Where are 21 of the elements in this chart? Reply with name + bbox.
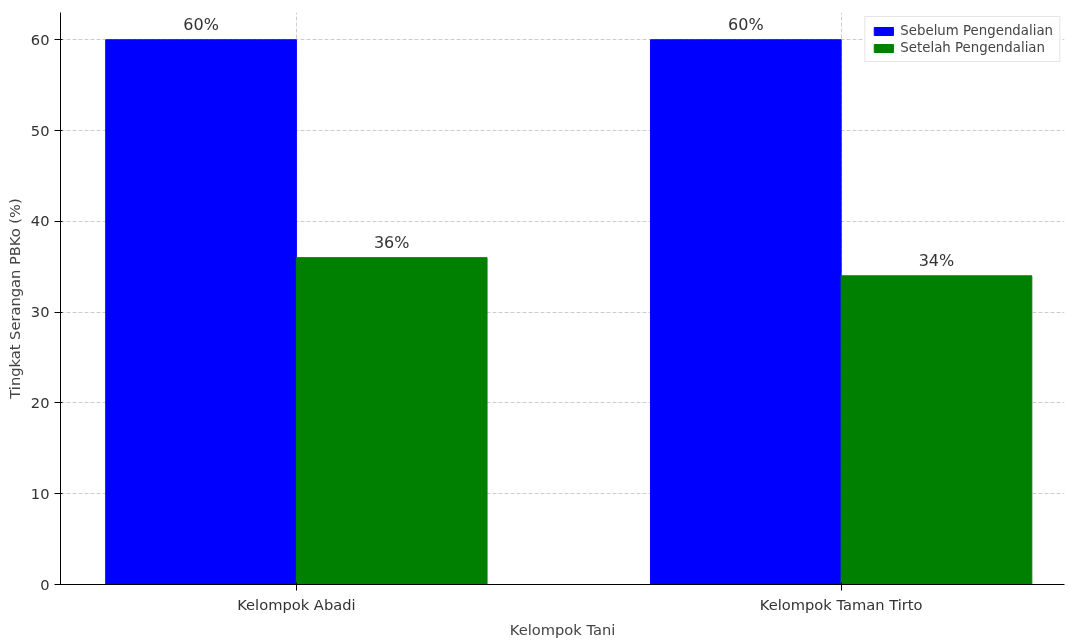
bar — [295, 257, 488, 585]
y-axis-title: Tingkat Serangan PBKo (%) — [5, 198, 23, 400]
y-tick-label: 40 — [30, 212, 50, 230]
data-label: 60% — [183, 14, 219, 34]
bar — [840, 275, 1033, 585]
x-tick-label: Kelompok Taman Tirto — [759, 595, 923, 613]
bar — [649, 39, 842, 585]
y-tick-label: 20 — [30, 393, 50, 411]
data-label: 60% — [728, 14, 764, 34]
x-axis-title: Kelompok Tani — [509, 620, 616, 638]
bar — [105, 39, 297, 585]
legend-label: Setelah Pengendalian — [900, 40, 1045, 55]
legend-label: Sebelum Pengendalian — [900, 23, 1053, 38]
x-tick-label: Kelompok Abadi — [237, 595, 356, 613]
y-tick-label: 30 — [30, 303, 50, 321]
data-label: 34% — [918, 250, 955, 270]
data-label: 36% — [373, 232, 410, 252]
y-tick-label: 10 — [30, 484, 50, 502]
y-tick-label: 0 — [40, 575, 50, 593]
y-tick-label: 50 — [30, 121, 50, 139]
y-tick-label: 60 — [30, 30, 50, 48]
